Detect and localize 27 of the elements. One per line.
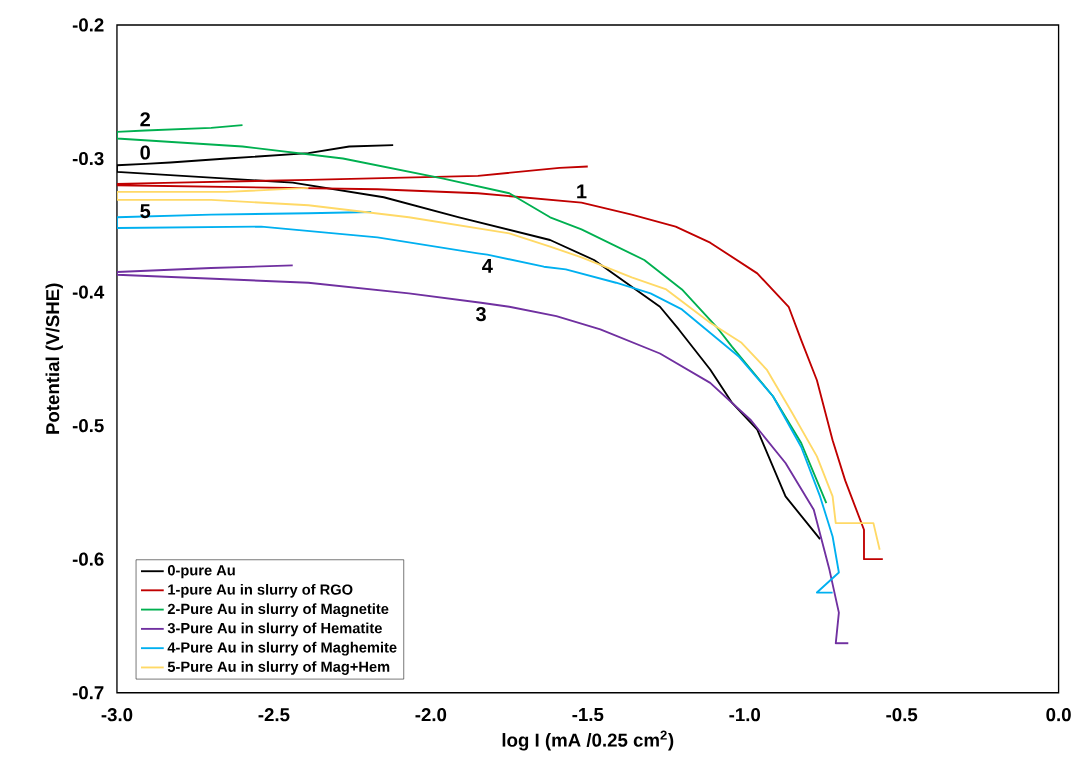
y-tick-label: -0.2 [72,18,104,32]
x-tick-label: -1.5 [572,708,604,722]
x-tick-label: -3.0 [101,708,133,722]
legend-label: 1-pure Au in slurry of RGO [168,584,353,598]
y-tick-label: -0.5 [72,419,104,433]
y-tick-label: -0.6 [72,552,104,566]
annotation: 4 [482,259,493,273]
annotation: 5 [140,204,151,219]
annotation: 3 [475,307,486,322]
annotation: 0 [140,145,150,160]
legend-label: 3-Pure Au in slurry of Hematite [167,622,382,637]
y-tick-label: -0.4 [72,285,105,299]
x-tick-label: -1.0 [729,708,761,722]
x-tick-label: -2.0 [415,708,447,722]
x-tick-label: 0.0 [1046,708,1071,722]
y-tick-label: -0.3 [72,152,104,166]
legend-label: 0-pure Au [167,565,235,579]
legend-label: 4-Pure Au in slurry of Maghemite [167,642,397,656]
annotation: 2 [140,112,150,127]
x-axis-title: log I (mA /0.25 cm$^{2}$) [502,730,674,751]
legend-label: 5-Pure Au in slurry of Mag+Hem [167,661,390,676]
annotation: 1 [577,184,587,199]
y-tick-label: -0.7 [72,686,104,700]
x-tick-label: -2.5 [258,708,290,722]
y-axis-title: Potential (V/SHE) [45,283,63,434]
legend-label: 2-Pure Au in slurry of Magnetite [167,603,389,618]
x-tick-label: -0.5 [886,708,918,722]
